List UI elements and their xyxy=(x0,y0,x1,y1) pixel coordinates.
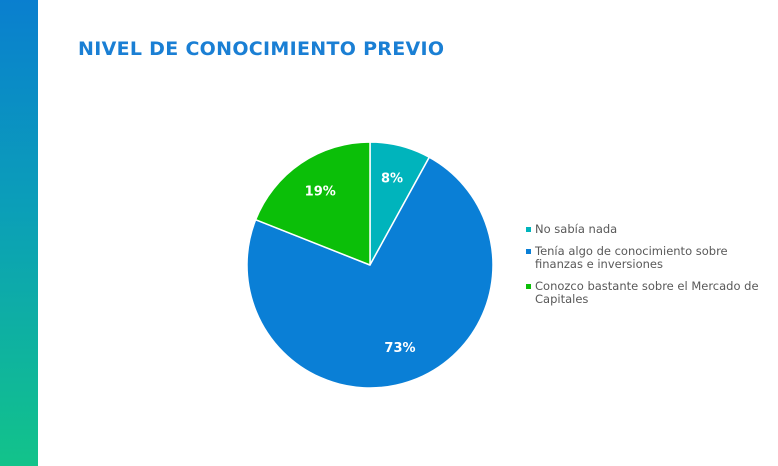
slide-title: NIVEL DE CONOCIMIENTO PREVIO xyxy=(78,38,445,60)
pie-slice xyxy=(254,141,371,266)
chart-legend: No sabía nada Tenía algo de conocimiento… xyxy=(526,223,771,315)
legend-item: Tenía algo de conocimiento sobre finanza… xyxy=(526,245,771,271)
legend-label: Conozco bastante sobre el Mercado de Cap… xyxy=(535,279,759,306)
slice-data-label: 73% xyxy=(384,341,415,356)
legend-swatch xyxy=(526,284,531,289)
legend-swatch xyxy=(526,227,531,232)
gradient-side-bar xyxy=(0,0,38,466)
legend-swatch xyxy=(526,249,531,254)
legend-item: No sabía nada xyxy=(526,223,771,236)
legend-label: Tenía algo de conocimiento sobre finanza… xyxy=(535,244,728,271)
pie-slice xyxy=(246,156,494,389)
slice-data-label: 19% xyxy=(305,184,336,199)
legend-item: Conozco bastante sobre el Mercado de Cap… xyxy=(526,280,771,306)
legend-label: No sabía nada xyxy=(535,222,618,236)
slice-data-label: 8% xyxy=(381,172,403,187)
